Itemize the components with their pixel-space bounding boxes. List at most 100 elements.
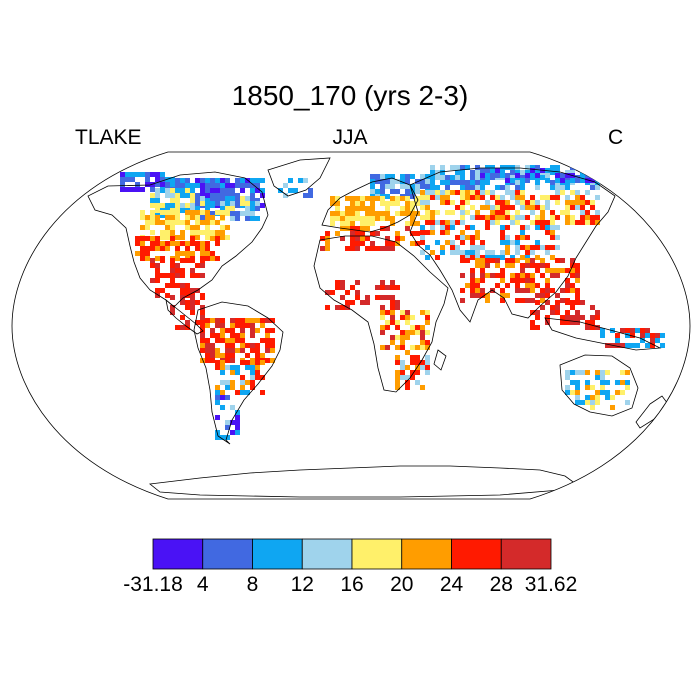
data-cell bbox=[580, 215, 585, 220]
data-cell bbox=[440, 195, 445, 200]
data-cell bbox=[500, 250, 505, 255]
data-cell bbox=[205, 348, 210, 353]
data-cell bbox=[340, 280, 345, 285]
data-cell bbox=[170, 203, 175, 208]
data-cell bbox=[225, 210, 230, 215]
data-cell bbox=[510, 175, 515, 180]
data-cell bbox=[150, 220, 155, 225]
data-cell bbox=[200, 323, 205, 328]
data-cell bbox=[405, 315, 410, 320]
data-cell bbox=[550, 165, 555, 170]
data-cell bbox=[470, 278, 475, 283]
data-cell bbox=[150, 210, 155, 215]
data-cell bbox=[375, 246, 380, 251]
data-cell bbox=[550, 168, 555, 173]
data-cell bbox=[385, 211, 390, 216]
data-cell bbox=[470, 225, 475, 230]
data-cell bbox=[370, 231, 375, 236]
colorbar-label-4: 16 bbox=[340, 573, 364, 596]
data-cell bbox=[505, 245, 510, 250]
data-cell bbox=[405, 184, 410, 189]
data-cell bbox=[535, 225, 540, 230]
data-cell bbox=[175, 268, 180, 273]
data-cell bbox=[560, 185, 565, 190]
data-cell bbox=[485, 168, 490, 173]
colorbar-label-6: 24 bbox=[439, 573, 464, 596]
data-cell bbox=[455, 180, 460, 185]
data-cell bbox=[500, 235, 505, 240]
data-cell bbox=[480, 173, 485, 178]
data-cell bbox=[570, 300, 575, 305]
data-cell bbox=[160, 172, 165, 177]
data-cell bbox=[435, 255, 440, 260]
data-cell bbox=[185, 188, 190, 193]
data-cell bbox=[390, 196, 395, 201]
data-cell bbox=[585, 215, 590, 220]
data-cell bbox=[500, 173, 505, 178]
data-cell bbox=[250, 183, 255, 188]
data-cell bbox=[375, 231, 380, 236]
data-cell bbox=[145, 236, 150, 241]
data-cell bbox=[255, 360, 260, 365]
data-cell bbox=[245, 353, 250, 358]
data-cell bbox=[170, 225, 175, 230]
data-cell bbox=[340, 295, 345, 300]
data-cell bbox=[525, 178, 530, 183]
data-cell bbox=[420, 340, 425, 345]
data-cell bbox=[215, 353, 220, 358]
data-cell bbox=[430, 250, 435, 255]
data-cell bbox=[215, 183, 220, 188]
data-cell bbox=[570, 288, 575, 293]
data-cell bbox=[510, 258, 515, 263]
data-cell bbox=[250, 211, 255, 216]
data-cell bbox=[185, 305, 190, 310]
data-cell bbox=[225, 201, 230, 206]
data-cell bbox=[420, 200, 425, 205]
data-cell bbox=[225, 420, 230, 425]
data-cell bbox=[410, 184, 415, 189]
data-cell bbox=[490, 250, 495, 255]
data-cell bbox=[255, 178, 260, 183]
data-cell bbox=[120, 177, 125, 182]
data-cell bbox=[400, 360, 405, 365]
data-cell bbox=[345, 246, 350, 251]
data-cell bbox=[180, 315, 185, 320]
data-cell bbox=[485, 225, 490, 230]
data-cell bbox=[480, 190, 485, 195]
data-cell bbox=[465, 250, 470, 255]
data-cell bbox=[205, 338, 210, 343]
data-cell bbox=[480, 268, 485, 273]
data-cell bbox=[375, 216, 380, 221]
data-cell bbox=[425, 190, 430, 195]
data-cell bbox=[545, 293, 550, 298]
data-cell bbox=[205, 193, 210, 198]
data-cell bbox=[425, 315, 430, 320]
data-cell bbox=[255, 328, 260, 333]
data-cell bbox=[430, 195, 435, 200]
data-cell bbox=[490, 165, 495, 170]
data-cell bbox=[385, 226, 390, 231]
data-cell bbox=[190, 198, 195, 203]
data-cell bbox=[210, 193, 215, 198]
data-cell bbox=[240, 348, 245, 353]
data-cell bbox=[240, 375, 245, 380]
data-cell bbox=[435, 185, 440, 190]
data-cell bbox=[570, 315, 575, 320]
data-cell bbox=[560, 178, 565, 183]
data-cell bbox=[205, 220, 210, 225]
data-cell bbox=[175, 210, 180, 215]
data-cell bbox=[590, 205, 595, 210]
data-cell bbox=[245, 343, 250, 348]
data-cell bbox=[470, 235, 475, 240]
data-cell bbox=[195, 235, 200, 240]
data-cell bbox=[200, 315, 205, 320]
data-cell bbox=[200, 273, 205, 278]
data-cell bbox=[210, 328, 215, 333]
data-cell bbox=[545, 268, 550, 273]
data-cell bbox=[170, 188, 175, 193]
data-cell bbox=[545, 205, 550, 210]
data-cell bbox=[585, 200, 590, 205]
data-cell bbox=[365, 295, 370, 300]
data-cell bbox=[240, 343, 245, 348]
coastline-islands bbox=[544, 317, 662, 351]
